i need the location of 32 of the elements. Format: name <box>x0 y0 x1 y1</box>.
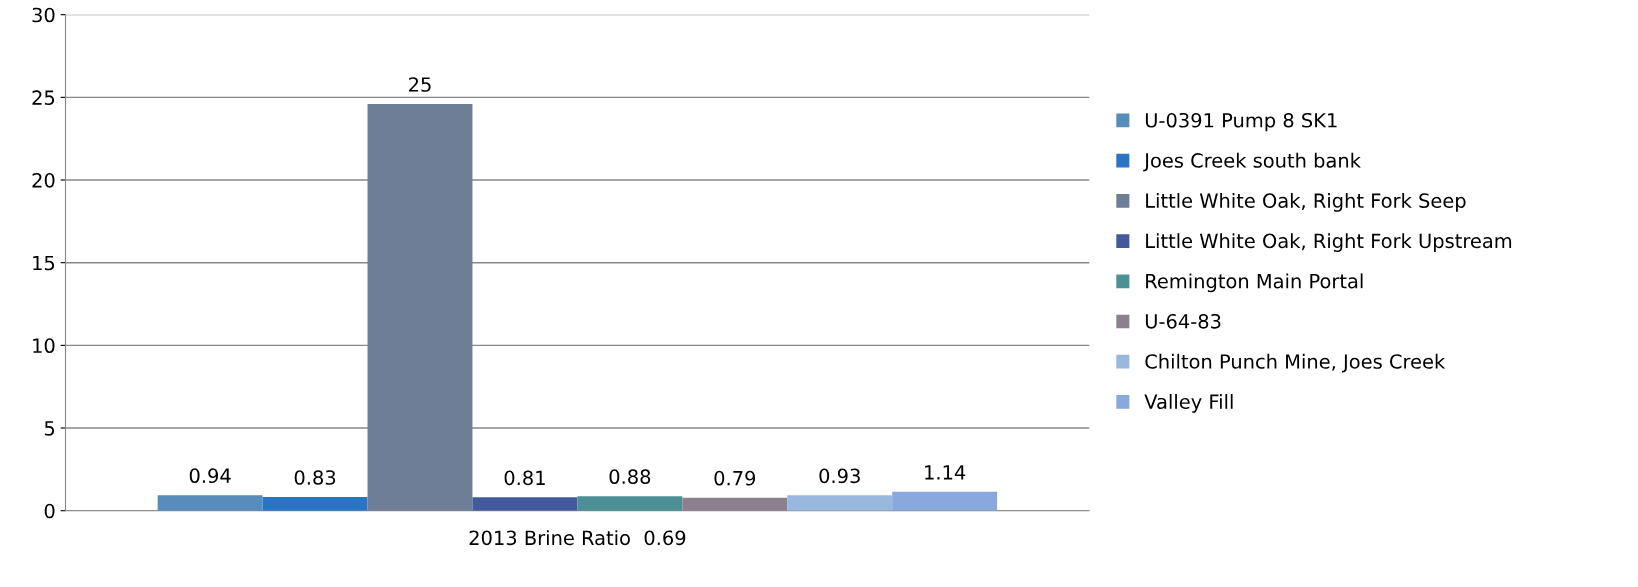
legend-label: Chilton Punch Mine, Joes Creek <box>1145 353 1446 373</box>
legend-label: Valley Fill <box>1144 394 1233 413</box>
data-label: 0.83 <box>294 470 336 485</box>
legend-label: Little White Oak, Right Fork Upstream <box>1146 233 1512 252</box>
data-label: 0.79 <box>714 470 756 486</box>
y-tick-label: 30 <box>32 7 55 23</box>
y-tick-label: 10 <box>33 338 55 354</box>
bar <box>367 103 473 511</box>
legend-label: Joes Creek south bank <box>1143 152 1361 172</box>
bar <box>682 497 788 511</box>
x-tick-label: 2013 Brine Ratio 0.69 <box>469 530 686 546</box>
bar <box>787 495 893 511</box>
data-label: 25 <box>409 77 431 92</box>
data-label: 0.93 <box>819 468 860 484</box>
legend-label: Remington Main Portal <box>1146 273 1363 293</box>
bar <box>157 495 263 511</box>
y-tick-label: 5 <box>44 421 55 436</box>
data-label: 1.14 <box>925 465 966 480</box>
data-label: 0.94 <box>189 468 231 484</box>
legend-label: U-64-83 <box>1145 313 1221 329</box>
bar <box>262 496 368 511</box>
bar <box>472 497 578 511</box>
legend-label: U-0391 Pump 8 SK1 <box>1145 112 1337 132</box>
y-tick-label: 15 <box>33 255 55 271</box>
bar <box>892 491 998 511</box>
y-tick-label: 0 <box>44 503 55 519</box>
data-label: 0.88 <box>609 469 651 485</box>
data-label: 0.81 <box>504 470 545 486</box>
legend-label: Little White Oak, Right Fork Seep <box>1146 192 1466 212</box>
y-tick-label: 25 <box>32 90 55 106</box>
bar <box>577 496 683 511</box>
y-tick-label: 20 <box>32 172 55 188</box>
